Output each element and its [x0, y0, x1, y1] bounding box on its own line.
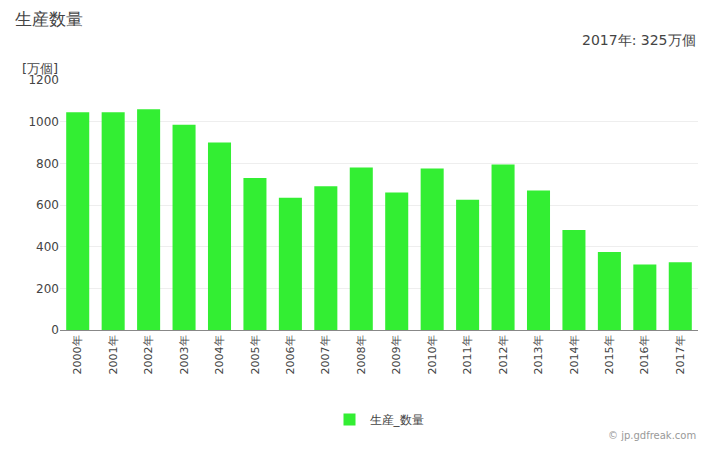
svg-text:2016年: 2016年: [638, 335, 651, 374]
svg-text:600: 600: [36, 198, 59, 212]
svg-text:2009年: 2009年: [390, 335, 403, 374]
svg-text:生産数量: 生産数量: [15, 9, 83, 29]
svg-text:2000年: 2000年: [71, 335, 84, 374]
svg-text:2001年: 2001年: [107, 335, 120, 374]
svg-text:200: 200: [36, 282, 59, 296]
svg-text:400: 400: [36, 240, 59, 254]
svg-text:2002年: 2002年: [142, 335, 155, 374]
svg-text:2003年: 2003年: [178, 335, 191, 374]
svg-text:2014年: 2014年: [568, 335, 581, 374]
svg-text:2008年: 2008年: [355, 335, 368, 374]
svg-text:1200: 1200: [28, 73, 59, 87]
svg-text:0: 0: [51, 323, 59, 337]
svg-text:2007年: 2007年: [319, 335, 332, 374]
svg-text:1000: 1000: [28, 115, 59, 129]
svg-text:© jp.gdfreak.com: © jp.gdfreak.com: [608, 430, 696, 441]
svg-text:2011年: 2011年: [461, 335, 474, 374]
svg-text:2017年: 325万個: 2017年: 325万個: [582, 32, 696, 48]
svg-text:2012年: 2012年: [497, 335, 510, 374]
svg-text:生産_数量: 生産_数量: [370, 413, 424, 427]
svg-text:2005年: 2005年: [249, 335, 262, 374]
svg-text:2017年: 2017年: [674, 335, 687, 374]
svg-text:2004年: 2004年: [213, 335, 226, 374]
svg-text:2013年: 2013年: [532, 335, 545, 374]
svg-text:[万個]: [万個]: [22, 61, 58, 76]
svg-text:2010年: 2010年: [426, 335, 439, 374]
svg-text:2015年: 2015年: [603, 335, 616, 374]
svg-text:800: 800: [36, 157, 59, 171]
svg-text:2006年: 2006年: [284, 335, 297, 374]
